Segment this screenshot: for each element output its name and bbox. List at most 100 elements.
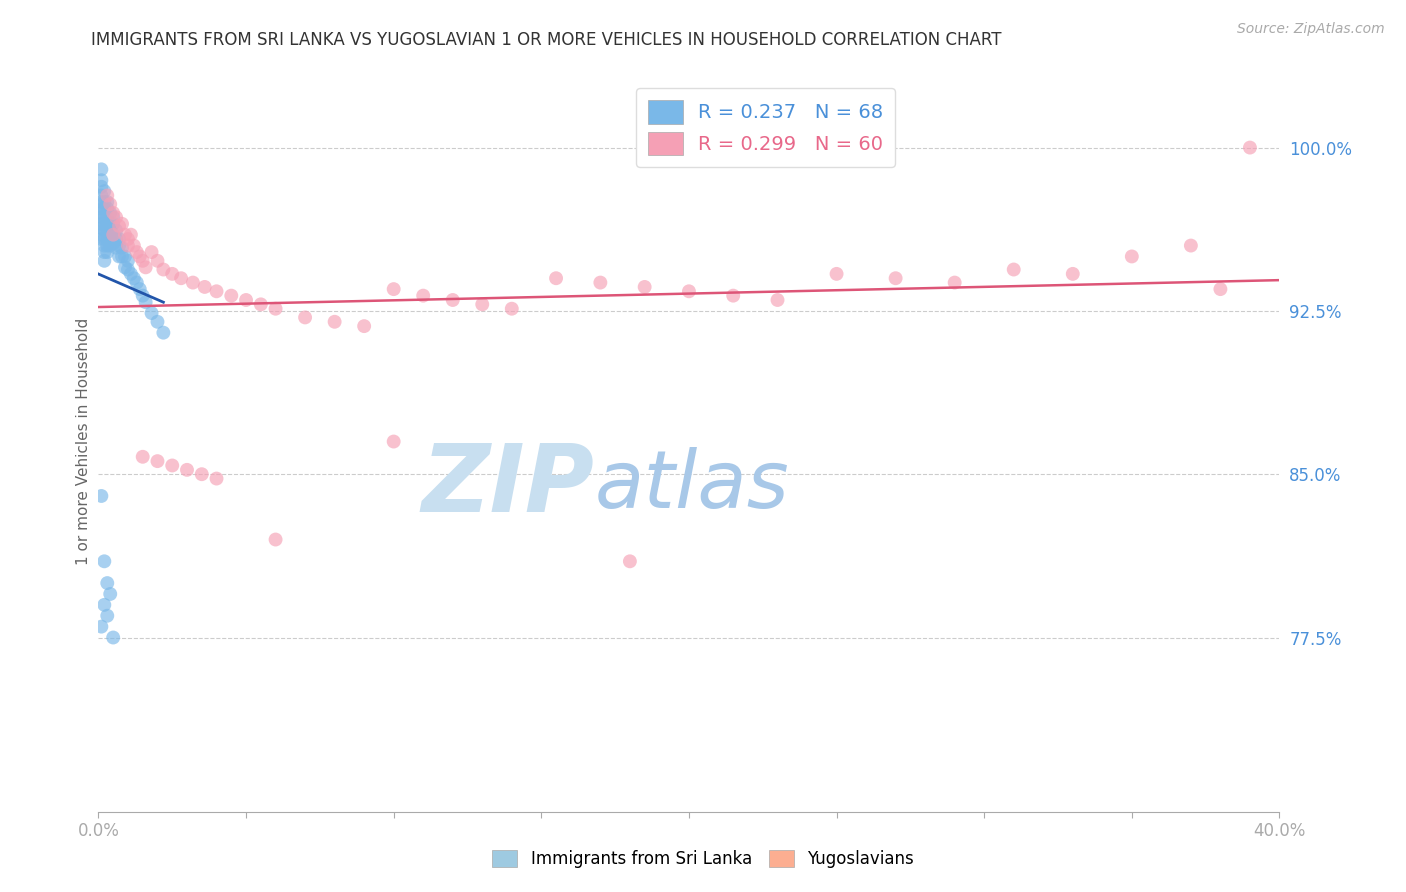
Point	[221, 288, 243, 302]
Point	[96, 202, 118, 216]
Point	[98, 587, 121, 601]
Point	[194, 280, 217, 294]
Point	[1209, 282, 1232, 296]
Point	[135, 295, 157, 310]
Point	[146, 253, 169, 268]
Point	[105, 211, 128, 225]
Point	[103, 236, 125, 251]
Point	[93, 554, 115, 568]
Point	[122, 238, 145, 252]
Point	[412, 288, 434, 302]
Point	[117, 232, 139, 246]
Point	[103, 206, 125, 220]
Text: atlas: atlas	[595, 447, 789, 525]
Point	[96, 576, 118, 591]
Point	[114, 227, 136, 242]
Point	[132, 288, 155, 302]
Point	[90, 217, 112, 231]
Point	[353, 319, 375, 334]
Point	[96, 608, 118, 623]
Point	[634, 280, 657, 294]
Point	[98, 197, 121, 211]
Point	[264, 533, 287, 547]
Point	[90, 211, 112, 225]
Point	[323, 315, 346, 329]
Point	[93, 217, 115, 231]
Point	[141, 306, 163, 320]
Point	[120, 267, 142, 281]
Point	[382, 434, 405, 449]
Point	[135, 260, 157, 275]
Point	[125, 276, 148, 290]
Point	[90, 179, 112, 194]
Point	[108, 238, 131, 252]
Point	[103, 227, 125, 242]
Point	[90, 206, 112, 220]
Point	[96, 238, 118, 252]
Point	[105, 241, 128, 255]
Point	[181, 276, 204, 290]
Point	[146, 315, 169, 329]
Point	[546, 271, 568, 285]
Point	[205, 285, 228, 299]
Point	[501, 301, 523, 316]
Point	[96, 245, 118, 260]
Point	[152, 326, 174, 340]
Point	[117, 238, 139, 252]
Point	[90, 489, 112, 503]
Point	[146, 454, 169, 468]
Point	[120, 227, 142, 242]
Point	[125, 245, 148, 260]
Point	[128, 250, 150, 264]
Text: ZIP: ZIP	[422, 440, 595, 532]
Point	[766, 293, 789, 307]
Point	[205, 471, 228, 485]
Point	[141, 245, 163, 260]
Legend: Immigrants from Sri Lanka, Yugoslavians: Immigrants from Sri Lanka, Yugoslavians	[485, 843, 921, 875]
Point	[96, 223, 118, 237]
Point	[96, 232, 118, 246]
Point	[162, 267, 183, 281]
Point	[96, 211, 118, 225]
Point	[93, 253, 115, 268]
Point	[98, 238, 121, 252]
Point	[90, 162, 112, 177]
Point	[108, 232, 131, 246]
Point	[235, 293, 257, 307]
Point	[90, 232, 112, 246]
Point	[122, 271, 145, 285]
Point	[103, 211, 125, 225]
Point	[93, 223, 115, 237]
Point	[103, 217, 125, 231]
Point	[93, 211, 115, 225]
Point	[90, 202, 112, 216]
Point	[90, 173, 112, 187]
Point	[441, 293, 464, 307]
Point	[825, 267, 848, 281]
Point	[162, 458, 183, 473]
Point	[93, 202, 115, 216]
Point	[108, 219, 131, 233]
Point	[382, 282, 405, 296]
Point	[132, 450, 155, 464]
Point	[943, 276, 966, 290]
Point	[93, 598, 115, 612]
Point	[93, 238, 115, 252]
Point	[98, 217, 121, 231]
Point	[105, 223, 128, 237]
Point	[93, 245, 115, 260]
Point	[884, 271, 907, 285]
Point	[111, 250, 134, 264]
Y-axis label: 1 or more Vehicles in Household: 1 or more Vehicles in Household	[76, 318, 91, 566]
Point	[108, 250, 131, 264]
Point	[471, 297, 494, 311]
Point	[103, 227, 125, 242]
Point	[117, 253, 139, 268]
Point	[170, 271, 193, 285]
Point	[98, 232, 121, 246]
Point	[98, 223, 121, 237]
Point	[128, 282, 150, 296]
Point	[678, 285, 700, 299]
Point	[264, 301, 287, 316]
Point	[93, 184, 115, 198]
